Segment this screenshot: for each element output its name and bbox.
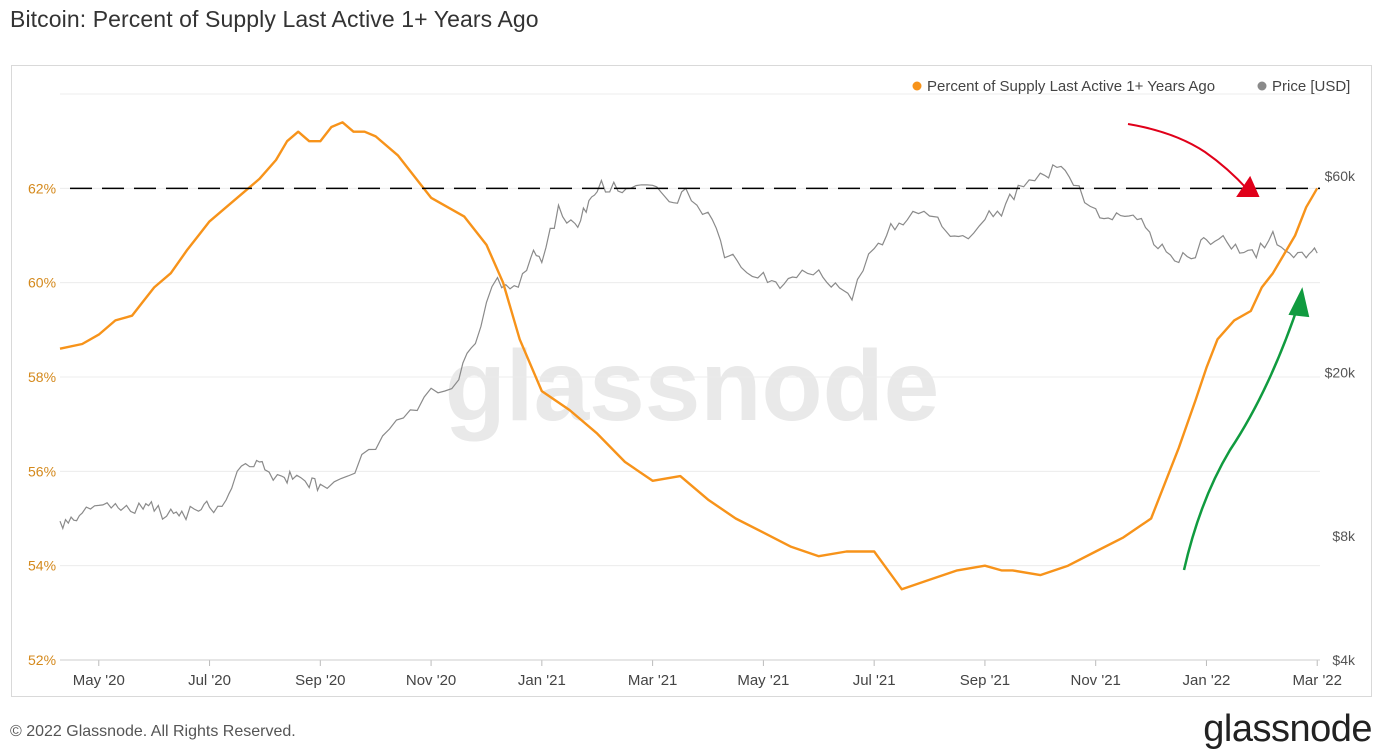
y-left-tick-label: 56% [28,463,56,479]
x-tick-label: May '21 [737,672,789,689]
red-arrow-shaft [1127,123,1249,191]
x-tick-label: May '20 [73,672,125,689]
chart-title: Bitcoin: Percent of Supply Last Active 1… [10,6,539,32]
watermark-text: glassnode [445,330,940,442]
legend-price-label: Price [USD] [1272,78,1350,95]
x-tick-label: Jan '21 [518,672,566,689]
y-right-tick-label: $20k [1325,364,1356,380]
y-left-tick-label: 54% [28,558,56,574]
chart-frame [11,65,1372,697]
y-left-tick-label: 58% [28,369,56,385]
x-tick-label: Jan '22 [1183,672,1231,689]
percent-supply-line [59,121,1319,591]
legend-supply-marker [912,81,922,91]
x-tick-label: Sep '20 [295,672,345,689]
green-arrow-shaft [1182,299,1302,571]
x-tick-label: Nov '21 [1070,672,1120,689]
red-arrow-head [1236,175,1260,197]
legend-price-marker [1257,81,1267,91]
copyright-footer: © 2022 Glassnode. All Rights Reserved. [10,723,296,740]
green-arrow-head [1288,287,1310,318]
y-right-tick-label: $4k [1332,652,1356,668]
y-right-tick-label: $60k [1325,168,1356,184]
y-right-tick-label: $8k [1332,528,1356,544]
price-usd-line [59,163,1318,531]
x-tick-label: Mar '22 [1292,672,1342,689]
x-tick-label: Mar '21 [628,672,678,689]
x-tick-label: Nov '20 [406,672,456,689]
y-left-tick-label: 62% [28,180,56,196]
y-left-tick-label: 52% [28,652,56,668]
x-tick-label: Jul '21 [853,672,896,689]
x-tick-label: Sep '21 [960,672,1010,689]
y-left-tick-label: 60% [28,275,56,291]
legend-supply-label: Percent of Supply Last Active 1+ Years A… [927,78,1215,95]
glassnode-logo: glassnode [1203,708,1372,750]
x-tick-label: Jul '20 [188,672,231,689]
